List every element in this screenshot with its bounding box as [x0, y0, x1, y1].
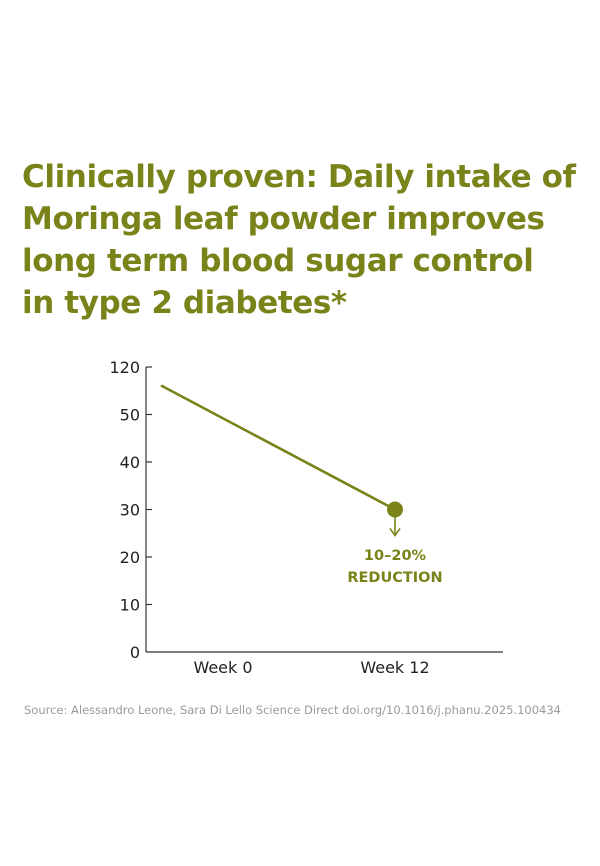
- y-tick-label: 0: [130, 643, 140, 662]
- series-line: [160, 384, 397, 511]
- series-group: [160, 384, 403, 518]
- y-tick-label: 40: [120, 453, 140, 472]
- headline-line: Moringa leaf powder improves: [22, 201, 545, 237]
- x-tick-label: Week 0: [193, 658, 252, 677]
- headline-line: in type 2 diabetes*: [22, 285, 347, 321]
- annotation-group: 10–20% REDUCTION: [347, 517, 443, 586]
- y-tick-label: 10: [120, 596, 140, 615]
- chart-axes: [145, 367, 503, 653]
- annotation-label: REDUCTION: [347, 570, 442, 586]
- x-tick-label: Week 12: [360, 658, 429, 677]
- headline-line: Clinically proven: Daily intake of: [22, 159, 576, 195]
- y-tick-label: 50: [120, 406, 140, 425]
- y-tick-label: 20: [120, 548, 140, 567]
- down-arrow-icon: [389, 528, 401, 537]
- x-tick-labels: Week 0 Week 12: [193, 658, 429, 677]
- annotation-percent: 10–20%: [364, 548, 427, 564]
- y-tick-label: 120: [109, 358, 140, 377]
- source-citation: Source: Alessandro Leone, Sara Di Lello …: [24, 703, 562, 717]
- y-ticks: 0 10 20 30 40 50 120: [109, 358, 152, 662]
- end-point-marker: [387, 501, 403, 518]
- headline: Clinically proven: Daily intake of Morin…: [22, 156, 592, 324]
- y-tick-label: 30: [120, 501, 140, 520]
- headline-line: long term blood sugar control: [22, 243, 534, 279]
